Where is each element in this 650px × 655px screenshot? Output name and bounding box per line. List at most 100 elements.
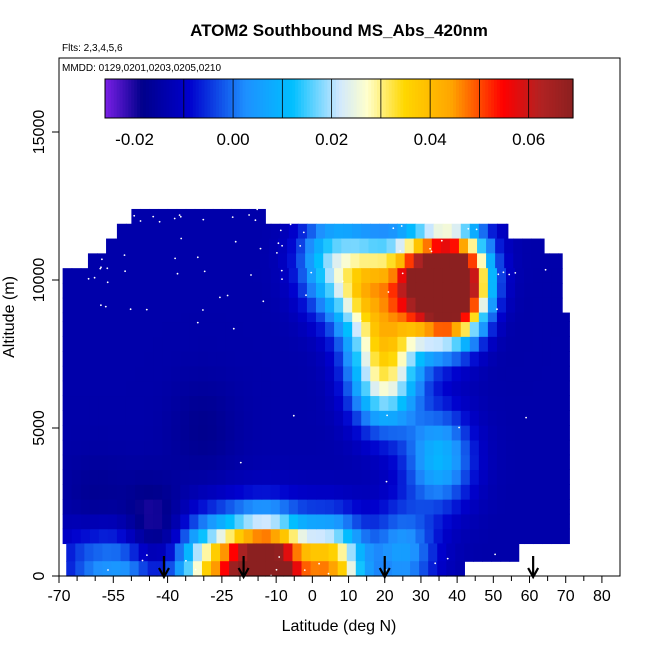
heatmap-cell (388, 469, 399, 485)
heatmap-cell (71, 395, 82, 411)
heatmap-cell (225, 380, 236, 397)
heatmap-cell (560, 528, 570, 545)
colorbar-segment (274, 79, 279, 118)
heatmap-cell (379, 425, 389, 441)
heatmap-cell (505, 425, 516, 441)
heatmap-cell (424, 528, 435, 545)
heatmap-cell (515, 336, 525, 352)
heatmap-cell (229, 561, 239, 577)
heatmap-cell (306, 395, 317, 411)
sample-dot (256, 208, 259, 211)
heatmap-cell (243, 513, 254, 530)
heatmap-cell (297, 380, 308, 397)
heatmap-cell (460, 365, 471, 382)
heatmap-cell (249, 208, 259, 225)
heatmap-cell (460, 321, 471, 337)
heatmap-cell (379, 297, 389, 314)
heatmap-cell (487, 223, 498, 240)
heatmap-cell (89, 365, 100, 382)
heatmap-cells (62, 208, 570, 577)
heatmap-cell (80, 312, 91, 323)
heatmap-cell (496, 439, 507, 456)
heatmap-cell (323, 253, 333, 269)
heatmap-cell (288, 410, 299, 426)
colorbar-segment (511, 79, 516, 118)
heatmap-cell (180, 365, 190, 382)
heatmap-cell (198, 321, 208, 337)
colorbar-segment (116, 79, 121, 118)
heatmap-cell (515, 282, 525, 299)
heatmap-cell (198, 351, 208, 367)
sample-dot (302, 231, 305, 234)
heatmap-cell (341, 238, 351, 254)
heatmap-cell (98, 454, 109, 471)
heatmap-cell (424, 336, 435, 352)
heatmap-cell (370, 268, 380, 284)
heatmap-cell (352, 425, 362, 441)
heatmap-cell (198, 439, 208, 456)
heatmap-cell (505, 469, 516, 485)
heatmap-cell (297, 268, 308, 284)
heatmap-cell (370, 312, 380, 323)
heatmap-cell (515, 297, 525, 314)
heatmap-cell (198, 336, 208, 352)
heatmap-cell (361, 223, 371, 240)
heatmap-cell (325, 439, 335, 456)
heatmap-cell (310, 543, 321, 562)
heatmap-cell (162, 484, 172, 500)
sample-dot (141, 559, 144, 562)
heatmap-cell (116, 425, 127, 441)
heatmap-cell (325, 380, 335, 397)
heatmap-cell (243, 469, 254, 485)
heatmap-cell (144, 365, 154, 382)
heatmap-cell (551, 410, 561, 426)
heatmap-cell (334, 351, 344, 367)
heatmap-cell (288, 380, 299, 397)
heatmap-cell (203, 208, 214, 225)
colorbar-segment (239, 79, 244, 118)
heatmap-cell (270, 297, 281, 314)
heatmap-cell (397, 425, 408, 441)
colorbar-tick-label: 0.04 (414, 130, 447, 149)
heatmap-cell (279, 268, 290, 284)
colorbar-segment (479, 79, 483, 118)
heatmap-cell (62, 469, 73, 485)
heatmap-cell (234, 282, 245, 299)
heatmap-cell (352, 528, 362, 545)
heatmap-cell (334, 223, 344, 240)
heatmap-cell (442, 469, 453, 485)
heatmap-cell (189, 513, 199, 530)
heatmap-cell (256, 561, 266, 577)
colorbar-segment (148, 79, 153, 118)
heatmap-cell (297, 454, 308, 471)
heatmap-cell (180, 439, 190, 456)
heatmap-cell (247, 543, 257, 562)
colorbar-segment (540, 79, 545, 118)
heatmap-cell (325, 365, 335, 382)
heatmap-cell (505, 223, 509, 240)
heatmap-cell (270, 469, 281, 485)
heatmap-cell (62, 439, 73, 456)
heatmap-cell (467, 253, 478, 269)
colorbar-segment (312, 79, 317, 118)
heatmap-cell (406, 484, 417, 500)
heatmap-cell (560, 321, 570, 337)
heatmap-cell (243, 312, 254, 323)
heatmap-cell (496, 410, 507, 426)
heatmap-cell (325, 425, 335, 441)
heatmap-cell (144, 469, 154, 485)
heatmap-cell (98, 528, 109, 545)
heatmap-cell (270, 528, 281, 545)
heatmap-cell (223, 253, 234, 269)
heatmap-cell (487, 528, 498, 545)
heatmap-cell (560, 454, 570, 471)
heatmap-cell (306, 513, 317, 530)
heatmap-cell (306, 351, 317, 367)
heatmap-cell (297, 297, 308, 314)
heatmap-cell (306, 321, 317, 337)
sample-dot (100, 266, 102, 269)
heatmap-cell (370, 454, 380, 471)
heatmap-cell (451, 380, 462, 397)
heatmap-cell (346, 543, 357, 562)
heatmap-cell (116, 469, 127, 485)
